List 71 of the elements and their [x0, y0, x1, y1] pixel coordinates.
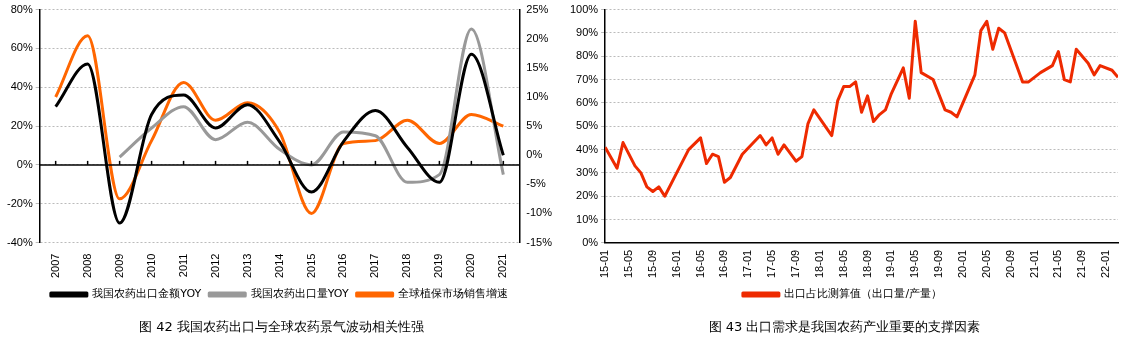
x-tick-label: 2018 [400, 253, 413, 279]
x-tick-label: 2007 [48, 253, 61, 279]
legend-label: 出口占比测算值（出口量/产量） [784, 287, 943, 301]
y2-tick-label: 20% [526, 31, 549, 44]
y-tick-label: 90% [576, 25, 599, 38]
x-tick-label: 2011 [176, 253, 189, 278]
y2-tick-label: -10% [526, 206, 553, 219]
legend-label: 我国农药出口金额YOY [92, 287, 202, 301]
x-tick-label: 16-09 [717, 249, 730, 279]
x-tick-label: 2014 [272, 253, 285, 279]
y2-tick-label: -5% [526, 177, 547, 190]
x-tick-label: 21-01 [1027, 249, 1040, 279]
x-tick-label: 2013 [240, 253, 253, 279]
y-tick-label: 60% [576, 95, 599, 108]
y2-tick-label: 15% [526, 60, 549, 73]
x-tick-label: 15-05 [622, 249, 635, 279]
x-tick-label: 2021 [496, 253, 509, 279]
x-tick-label: 22-01 [1099, 249, 1112, 279]
x-tick-label: 18-01 [812, 249, 825, 279]
x-tick-label: 20-01 [955, 249, 968, 279]
x-tick-label: 15-01 [598, 249, 611, 279]
x-tick-label: 21-09 [1075, 249, 1088, 279]
y-tick-label: 20% [10, 119, 33, 132]
y2-tick-label: 25% [526, 2, 549, 15]
x-tick-label: 2008 [80, 253, 93, 279]
y2-tick-label: 5% [526, 119, 543, 132]
y-tick-label: 0% [16, 157, 33, 170]
y-tick-label: 80% [10, 2, 33, 15]
x-tick-label: 16-05 [693, 249, 706, 279]
line-series [118, 27, 505, 184]
y-tick-label: 60% [10, 41, 33, 54]
x-tick-label: 20-05 [979, 249, 992, 279]
y-tick-label: 40% [576, 142, 599, 155]
x-tick-label: 16-01 [669, 249, 682, 279]
x-tick-label: 19-09 [932, 249, 945, 279]
y2-tick-label: 10% [526, 89, 549, 102]
x-tick-label: 2015 [304, 253, 317, 279]
y-tick-label: 80% [576, 49, 599, 62]
y-tick-label: 30% [576, 165, 599, 178]
x-tick-label: 21-05 [1051, 249, 1064, 279]
y2-tick-label: -15% [526, 235, 553, 248]
x-tick-label: 17-05 [765, 249, 778, 279]
y-tick-label: 70% [576, 72, 599, 85]
x-tick-label: 18-09 [860, 249, 873, 279]
y-tick-label: 100% [569, 2, 599, 15]
y2-tick-label: 0% [526, 148, 543, 161]
x-tick-label: 2016 [336, 253, 349, 279]
x-tick-label: 2009 [112, 253, 125, 279]
caption: 图 42 我国农药出口与全球农药景气波动相关性强 [138, 318, 425, 336]
legend-label: 我国农药出口量YOY [250, 287, 349, 301]
x-tick-label: 2020 [464, 253, 477, 279]
x-tick-label: 2012 [208, 253, 221, 279]
y-tick-label: -40% [6, 235, 33, 248]
x-tick-label: 15-09 [645, 249, 658, 279]
y-tick-label: 50% [576, 119, 599, 132]
x-tick-label: 17-09 [789, 249, 801, 279]
y-tick-label: 0% [582, 235, 599, 248]
x-tick-label: 19-05 [908, 249, 921, 279]
x-tick-label: 19-01 [884, 249, 897, 279]
x-tick-label: 2010 [144, 253, 157, 279]
y-tick-label: -20% [6, 196, 33, 209]
x-tick-label: 2019 [432, 253, 445, 279]
x-tick-label: 2017 [368, 253, 381, 279]
legend-label: 全球植保市场销售增速 [398, 287, 509, 301]
x-tick-label: 17-01 [741, 249, 754, 279]
y-tick-label: 20% [576, 189, 599, 202]
y-tick-label: 40% [10, 80, 33, 93]
x-tick-label: 20-09 [1003, 249, 1016, 279]
x-tick-label: 18-05 [836, 249, 849, 279]
caption: 图 43 出口需求是我国农药产业重要的支撑因素 [707, 318, 982, 336]
y-tick-label: 10% [576, 212, 599, 225]
